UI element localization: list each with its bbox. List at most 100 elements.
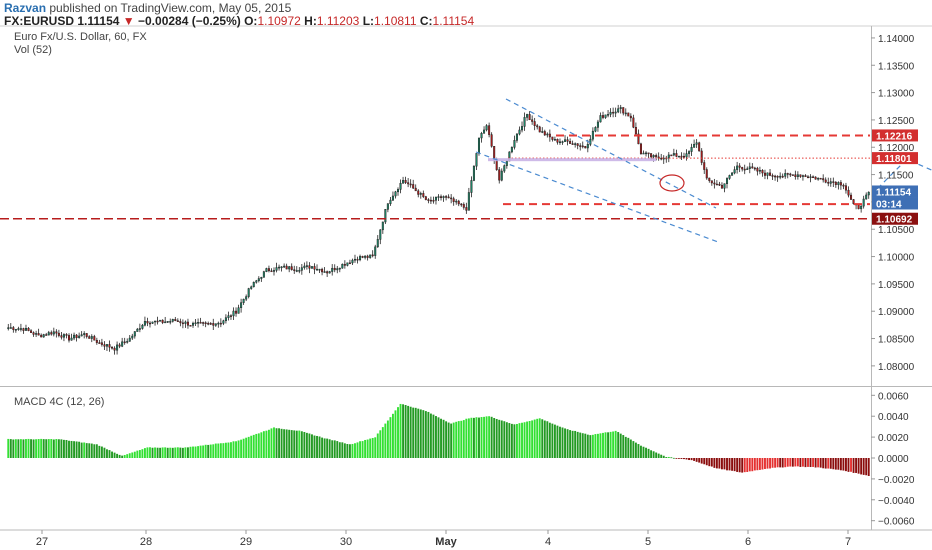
macd-bar xyxy=(14,439,17,458)
macd-bar xyxy=(316,435,318,458)
candle-body xyxy=(270,270,273,273)
candle xyxy=(40,333,43,338)
candle xyxy=(257,276,260,283)
macd-bar xyxy=(586,434,589,458)
candle xyxy=(237,304,240,314)
candle-body xyxy=(341,263,344,269)
candle xyxy=(384,209,387,225)
candle-body xyxy=(629,115,632,119)
macd-bar xyxy=(736,458,739,472)
candle-body xyxy=(672,153,675,156)
candle xyxy=(571,140,574,145)
candle xyxy=(731,171,734,176)
candle-body xyxy=(720,184,723,189)
candle-body xyxy=(781,175,784,178)
candle-body xyxy=(419,193,422,195)
candle xyxy=(65,333,68,339)
macd-bar xyxy=(683,458,685,460)
candle-body xyxy=(748,166,751,169)
macd-bar xyxy=(78,441,81,458)
candle-body xyxy=(743,168,746,171)
macd-bar xyxy=(571,430,574,458)
candle-body xyxy=(242,298,245,303)
candle xyxy=(116,341,119,355)
candle xyxy=(844,182,847,194)
macd-bar xyxy=(402,404,405,458)
candle-body xyxy=(192,322,195,326)
macd-bar xyxy=(758,458,761,470)
macd-bar xyxy=(397,407,399,458)
macd-bar xyxy=(860,458,863,475)
candle xyxy=(675,149,678,157)
macd-bar xyxy=(7,438,10,458)
macd-bar xyxy=(257,433,260,458)
macd-bar xyxy=(634,442,637,458)
candle-body xyxy=(536,125,539,128)
macd-tick-label: 0.0060 xyxy=(878,391,909,402)
macd-bar xyxy=(371,437,374,458)
candle xyxy=(688,150,691,158)
candle-body xyxy=(133,331,136,337)
author-name[interactable]: Razvan xyxy=(4,1,47,15)
candle-body xyxy=(690,147,693,152)
macd-bar xyxy=(455,421,458,458)
main-pane-title[interactable]: Euro Fx/U.S. Dollar, 60, FX xyxy=(14,31,147,43)
macd-bar xyxy=(478,417,480,458)
candle xyxy=(447,194,450,199)
macd-bar xyxy=(442,419,445,458)
macd-bar xyxy=(657,453,660,458)
candle-body xyxy=(543,131,546,136)
candle-body xyxy=(526,114,529,118)
candle xyxy=(348,259,351,265)
candle-body xyxy=(118,344,121,347)
candle-body xyxy=(389,199,392,204)
candle-body xyxy=(528,114,531,121)
candle xyxy=(308,262,311,274)
symbol[interactable]: FX:EURUSD xyxy=(4,14,75,28)
candle xyxy=(817,177,820,181)
macd-bar xyxy=(247,436,250,458)
candle-body xyxy=(194,322,197,325)
candle xyxy=(695,139,698,148)
candle-body xyxy=(402,180,405,184)
candle-body xyxy=(313,266,316,270)
price-tick-label: 1.13500 xyxy=(878,61,915,72)
candle-body xyxy=(290,266,293,270)
candle-body xyxy=(45,334,48,336)
candle xyxy=(136,327,139,332)
macd-bar xyxy=(111,451,113,458)
candle xyxy=(751,163,754,169)
macd-bar xyxy=(465,418,468,458)
macd-bar xyxy=(548,422,551,458)
macd-pane-title[interactable]: MACD 4C (12, 26) xyxy=(14,396,105,408)
candle xyxy=(391,191,394,201)
macd-bar xyxy=(493,418,496,458)
candle-body xyxy=(386,203,389,210)
candle xyxy=(614,107,617,118)
macd-bar xyxy=(133,451,136,458)
candle-body xyxy=(796,174,799,177)
countdown-label: 03:14 xyxy=(876,199,902,210)
candle xyxy=(748,162,751,174)
candle xyxy=(62,333,65,342)
volume-label[interactable]: Vol (52) xyxy=(14,44,52,56)
macd-bar xyxy=(847,458,850,472)
candle xyxy=(665,155,668,163)
candle-body xyxy=(766,172,769,176)
macd-bar xyxy=(485,416,488,458)
candle xyxy=(323,267,326,273)
candle xyxy=(789,172,792,177)
candle-body xyxy=(417,190,420,195)
macd-bar xyxy=(518,423,521,458)
macd-bar xyxy=(224,442,227,458)
candle-body xyxy=(70,337,73,341)
candle-body xyxy=(245,296,248,300)
macd-bar xyxy=(581,433,584,458)
candle xyxy=(437,194,440,202)
candle xyxy=(138,323,141,333)
candle-body xyxy=(596,121,599,128)
candle xyxy=(419,191,422,199)
macd-bar xyxy=(627,437,630,458)
candle-body xyxy=(316,268,319,271)
